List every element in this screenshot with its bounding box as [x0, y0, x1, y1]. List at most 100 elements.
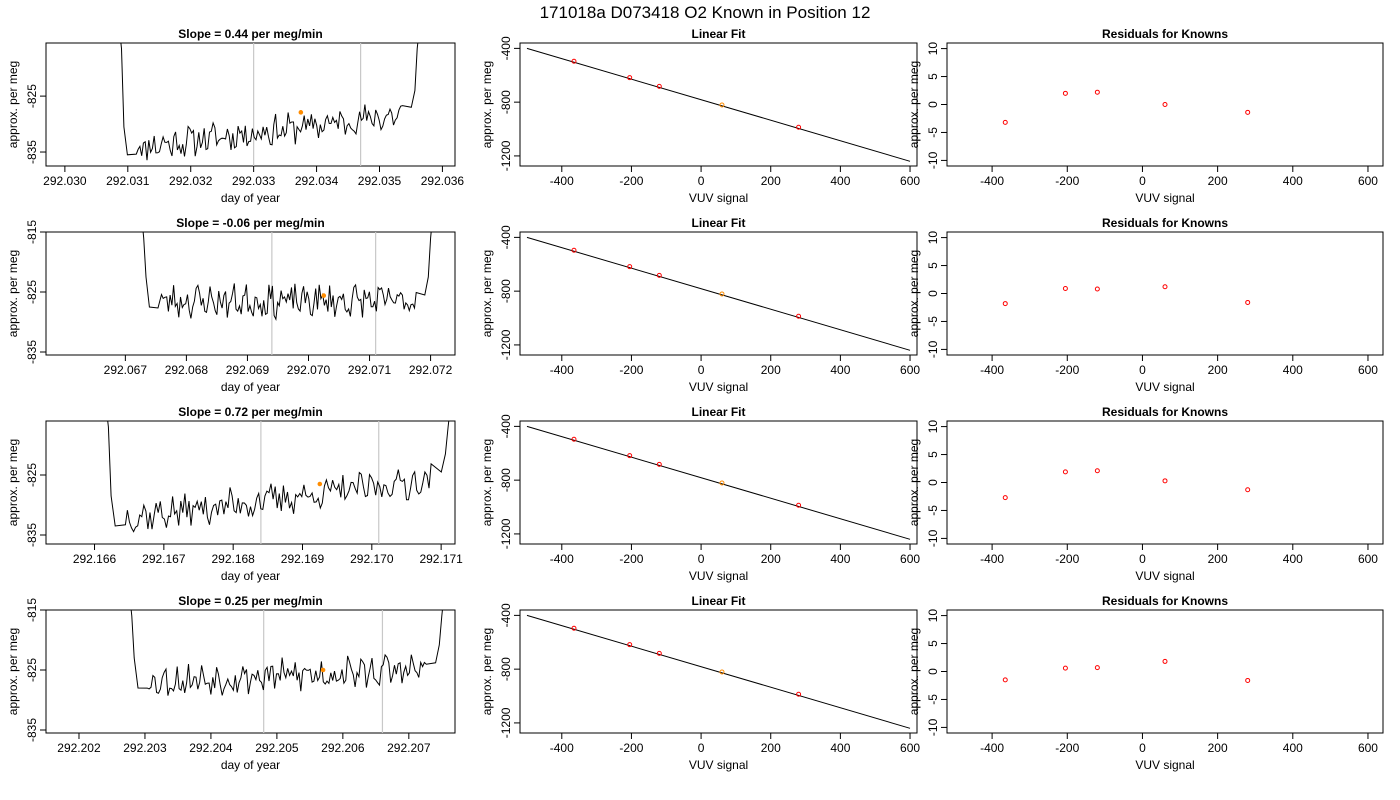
x-tick-label: 600 [900, 741, 920, 755]
y-tick-label: 0 [926, 668, 940, 675]
y-tick-label: -5 [926, 505, 940, 516]
y-tick-label: 5 [926, 262, 940, 269]
x-tick-label: 292.032 [169, 174, 213, 188]
data-point [1162, 478, 1168, 484]
y-tick-label: -10 [926, 151, 940, 169]
y-tick-label: -400 [499, 603, 513, 627]
plot-frame [519, 420, 918, 545]
plot-frame [45, 231, 456, 356]
y-axis-label: approx. per meg [6, 439, 20, 526]
y-tick-label: -800 [499, 279, 513, 303]
plot-frame [946, 231, 1384, 356]
y-tick-label: -825 [25, 658, 39, 682]
y-tick-label: -400 [499, 225, 513, 249]
y-tick-label: -835 [25, 340, 39, 364]
data-point [796, 124, 802, 130]
data-point [1002, 301, 1008, 307]
highlight-point [317, 481, 323, 487]
panel-title: Linear Fit [691, 594, 745, 608]
x-tick-label: 292.035 [358, 174, 402, 188]
fit-line [526, 425, 911, 540]
x-tick-label: 200 [761, 363, 781, 377]
y-tick-label: 5 [926, 640, 940, 647]
highlight-point [321, 293, 327, 298]
x-axis-label: day of year [221, 569, 280, 583]
y-tick-label: -5 [926, 316, 940, 327]
x-axis-label: day of year [221, 380, 280, 394]
plot-area [1002, 89, 1251, 125]
x-axis-label: VUV signal [689, 191, 748, 205]
panel-1-3: Residuals for Knowns -400 -200 0 200 400 600 10… [907, 27, 1384, 205]
panel-title: Slope = 0.72 per meg/min [178, 405, 322, 419]
x-tick-label: 292.030 [43, 174, 87, 188]
data-point [571, 436, 577, 442]
series-line [107, 421, 450, 533]
y-tick-label: -10 [926, 340, 940, 358]
y-tick-label: 0 [926, 101, 940, 108]
x-tick-label: 0 [698, 363, 705, 377]
data-point [656, 272, 662, 278]
y-tick-label: -835 [25, 140, 39, 164]
panel-4-1: Slope = 0.25 per meg/min 292.202 292.203 29… [6, 594, 456, 772]
x-tick-label: 400 [1283, 174, 1303, 188]
y-axis-label: approx. per meg [907, 628, 921, 715]
panel-1-2: Linear Fit -400 -200 0 200 400 600 -400 -800 -120… [480, 27, 920, 205]
panel-title: Slope = -0.06 per meg/min [176, 216, 324, 230]
y-tick-label: -5 [926, 694, 940, 705]
y-tick-label: 10 [926, 231, 940, 245]
x-tick-label: 292.068 [165, 363, 209, 377]
x-tick-label: 292.036 [421, 174, 465, 188]
x-tick-label: 292.206 [321, 741, 365, 755]
x-tick-label: -200 [1055, 741, 1079, 755]
plot-area [526, 425, 911, 540]
x-tick-label: 292.207 [387, 741, 431, 755]
data-point [1094, 665, 1100, 671]
y-axis-label: approx. per meg [6, 628, 20, 715]
series-line [130, 610, 443, 696]
fit-line [526, 47, 911, 162]
y-tick-label: -400 [499, 36, 513, 60]
y-tick-label: -800 [499, 90, 513, 114]
x-tick-label: 292.072 [409, 363, 453, 377]
x-tick-label: 0 [1139, 741, 1146, 755]
data-point [1245, 487, 1251, 493]
y-tick-label: -5 [926, 127, 940, 138]
x-tick-label: -400 [980, 552, 1004, 566]
x-tick-label: 292.170 [350, 552, 394, 566]
data-point [1062, 469, 1068, 475]
x-tick-label: -200 [619, 174, 643, 188]
x-tick-label: 600 [900, 552, 920, 566]
data-point [1002, 495, 1008, 501]
x-tick-label: 200 [1208, 363, 1228, 377]
x-tick-label: 400 [1283, 552, 1303, 566]
x-tick-label: -200 [1055, 552, 1079, 566]
x-tick-label: 400 [1283, 741, 1303, 755]
panel-1-1: Slope = 0.44 per meg/min 292.030 292.031 29… [6, 27, 465, 205]
y-tick-label: -815 [25, 598, 39, 622]
plot-area [1002, 284, 1251, 307]
x-tick-label: 292.067 [104, 363, 148, 377]
y-tick-label: -825 [25, 84, 39, 108]
panel-2-2: Linear Fit -400 -200 0 200 400 600 -400 -800 -120… [480, 216, 920, 394]
x-tick-label: -200 [1055, 174, 1079, 188]
data-point [627, 642, 633, 648]
x-tick-label: 600 [900, 174, 920, 188]
panel-title: Residuals for Knowns [1102, 216, 1228, 230]
y-tick-label: -800 [499, 657, 513, 681]
data-point [796, 313, 802, 319]
x-tick-label: 292.167 [142, 552, 186, 566]
data-point [627, 75, 633, 81]
y-tick-label: -400 [499, 414, 513, 438]
panel-3-2: Linear Fit -400 -200 0 200 400 600 -400 -800 -120… [480, 405, 920, 583]
panel-title: Linear Fit [691, 27, 745, 41]
data-point [1162, 102, 1168, 107]
plot-area [526, 614, 911, 729]
data-point [1094, 468, 1100, 474]
plot-area [1002, 468, 1251, 501]
panel-4-2: Linear Fit -400 -200 0 200 400 600 -400 -800 -120… [480, 594, 920, 772]
data-point [1062, 665, 1068, 671]
panel-2-3: Residuals for Knowns -400 -200 0 200 400 600 10… [907, 216, 1384, 394]
x-tick-label: 0 [698, 552, 705, 566]
data-point [1245, 109, 1251, 115]
x-tick-label: 400 [1283, 363, 1303, 377]
